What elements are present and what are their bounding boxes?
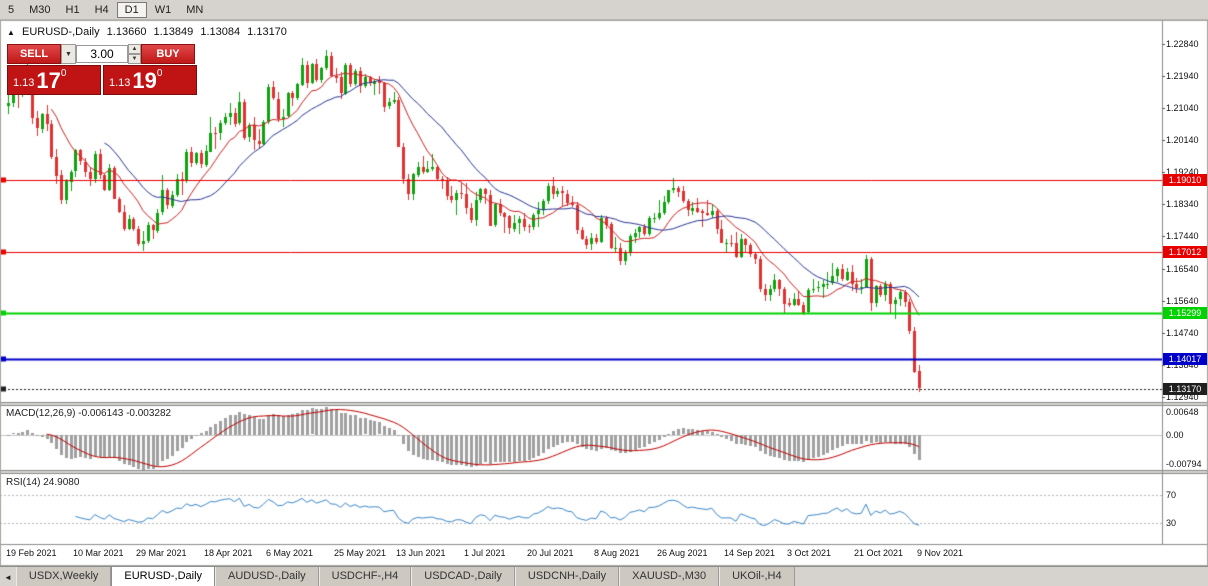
sell-button[interactable]: SELL	[7, 44, 61, 64]
buy-button[interactable]: BUY	[141, 44, 195, 64]
chart-tab[interactable]: USDCHF-,H4	[318, 567, 412, 586]
chart-tab[interactable]: USDX,Weekly	[15, 567, 112, 586]
chart-window: 1.22840 1.21940 1.21040 1.20140 1.19240 1.183…	[0, 20, 1208, 566]
ohlc-high: 1.13849	[153, 26, 194, 38]
price-chart-canvas[interactable]	[0, 20, 1208, 566]
ohlc-open: 1.13660	[106, 26, 147, 38]
timeframe-button-d1[interactable]: D1	[116, 1, 147, 18]
trade-controls-row: SELL ▼ ▲ ▼ BUY	[7, 44, 199, 64]
chart-tab[interactable]: EURUSD-,Daily	[111, 567, 216, 586]
chart-title: EURUSD-,Daily	[21, 26, 100, 38]
trade-prices-row: 1.13 17 0 1.13 19 0	[7, 65, 199, 95]
timeframe-button-h1[interactable]: H1	[65, 3, 80, 16]
ohlc-low: 1.13084	[200, 26, 241, 38]
chart-tabs: USDX,Weekly EURUSD-,Daily AUDUSD-,Daily USD…	[15, 567, 795, 586]
buy-price-pips: 19	[132, 68, 157, 93]
buy-price-pipette: 0	[156, 68, 163, 79]
volume-increment-button[interactable]: ▲	[128, 44, 141, 54]
volume-decrement-button[interactable]: ▼	[128, 54, 141, 64]
sell-price-main: 1.13	[13, 77, 35, 89]
chart-ohlc-header: ▲ EURUSD-,Daily 1.13660 1.13849 1.13084 …	[7, 26, 291, 38]
buy-price-main: 1.13	[109, 77, 131, 89]
tab-scroll-left-icon[interactable]: ◄	[4, 572, 12, 582]
buy-price-display[interactable]: 1.13 19 0	[103, 65, 197, 95]
sell-price-display[interactable]: 1.13 17 0	[7, 65, 101, 95]
macd-indicator-label: MACD(12,26,9) -0.006143 -0.003282	[6, 408, 172, 419]
symbol-marker-icon: ▲	[7, 28, 15, 37]
timeframe-button-h4[interactable]: H4	[94, 3, 109, 16]
chart-tab[interactable]: AUDUSD-,Daily	[215, 567, 319, 586]
chart-tabs-bar: ◄ USDX,Weekly EURUSD-,Daily AUDUSD-,Daily U…	[0, 566, 1208, 586]
one-click-trading-panel: SELL ▼ ▲ ▼ BUY 1.13 17 0 1.13 19 0	[7, 44, 199, 95]
chevron-down-icon: ▼	[65, 50, 72, 58]
timeframe-button-m30[interactable]: M30	[29, 3, 51, 16]
timeframe-toolbar: 5 M30 H1 H4 D1 W1 MN	[0, 0, 1208, 20]
chart-tab[interactable]: XAUUSD-,M30	[619, 567, 720, 586]
volume-stepper: ▲ ▼	[128, 44, 141, 64]
volume-input[interactable]	[76, 45, 128, 63]
sell-price-pips: 17	[36, 68, 61, 93]
ohlc-close: 1.13170	[247, 26, 287, 38]
timeframe-button-w1[interactable]: W1	[154, 3, 172, 16]
chart-tab[interactable]: UKOil-,H4	[719, 567, 795, 586]
timeframe-button-5[interactable]: 5	[8, 3, 15, 16]
chart-tab[interactable]: USDCNH-,Daily	[514, 567, 620, 586]
timeframe-button-mn[interactable]: MN	[186, 3, 204, 16]
volume-dropdown-button[interactable]: ▼	[61, 44, 76, 64]
sell-price-pipette: 0	[60, 68, 67, 79]
chart-tab[interactable]: USDCAD-,Daily	[411, 567, 515, 586]
rsi-indicator-label: RSI(14) 24.9080	[6, 477, 80, 488]
